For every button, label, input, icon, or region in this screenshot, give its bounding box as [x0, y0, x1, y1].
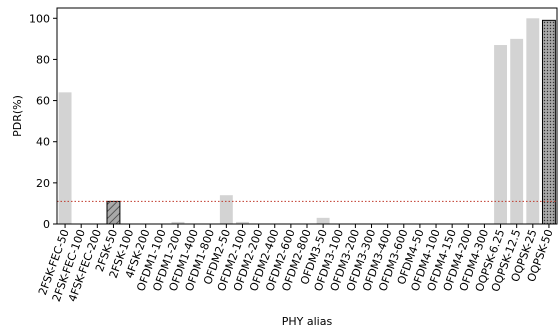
y-tick-label-60: 60 — [36, 95, 50, 108]
y-tick-label-0: 0 — [43, 218, 50, 231]
bar-OFDM2-50 — [220, 195, 233, 224]
bar-OQPSK-6.25 — [494, 45, 507, 224]
y-axis: 0 20 40 60 80 100 — [29, 12, 57, 231]
plot-frame — [57, 8, 557, 224]
bar-2FSK-50 — [107, 201, 120, 224]
bars-group — [59, 18, 556, 224]
y-axis-label: PDR(%) — [11, 95, 24, 137]
y-tick-label-40: 40 — [36, 136, 50, 149]
bar-OQPSK-12.5 — [510, 39, 523, 224]
bar-OQPSK-25 — [526, 18, 539, 224]
x-axis-label: PHY alias — [282, 315, 333, 328]
bar-OQPSK-50 — [542, 20, 555, 224]
y-tick-label-80: 80 — [36, 53, 50, 66]
x-axis: 2FSK-FEC-502FSK-FEC-1004FSK-FEC-2002FSK-… — [36, 224, 556, 304]
bar-2FSK-FEC-50 — [59, 92, 72, 224]
bar-OFDM3-50 — [317, 218, 330, 224]
y-tick-label-20: 20 — [36, 177, 50, 190]
y-tick-label-100: 100 — [29, 12, 50, 25]
